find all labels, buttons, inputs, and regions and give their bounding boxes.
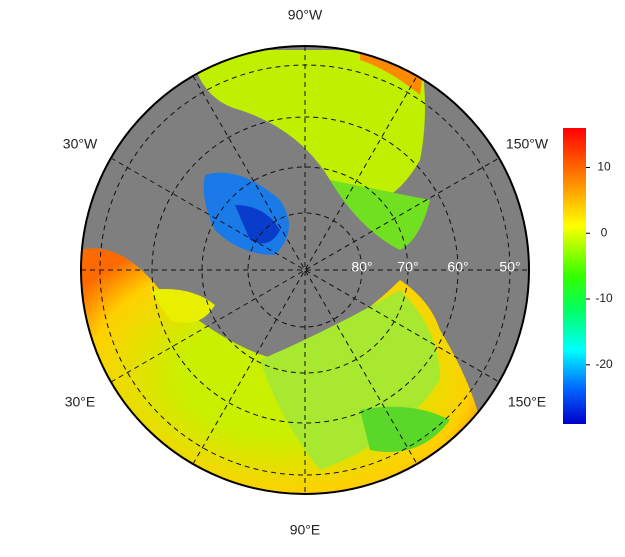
lon-label: 150°E (508, 394, 546, 410)
colorbar-tick-label: -20 (595, 357, 613, 371)
lat-label: 60° (447, 259, 468, 275)
meridian (192, 75, 418, 465)
map-border (80, 45, 530, 495)
lat-circle (151, 116, 459, 424)
scandinavia (150, 289, 215, 323)
meridian (192, 75, 418, 465)
colorbar-tick-label: -10 (595, 291, 613, 305)
lat-label: 70° (397, 259, 418, 275)
lon-label: 30°E (65, 394, 96, 410)
lon-label: 90°W (288, 7, 323, 23)
greenland-core (235, 205, 280, 244)
colorbar (563, 128, 586, 424)
colorbar-tick-label: 10 (597, 160, 611, 174)
north-america (190, 50, 425, 201)
colorbar-tick-label: 0 (601, 225, 608, 239)
graticule (80, 45, 530, 495)
lon-label: 90°E (290, 522, 321, 538)
lon-label: 150°W (506, 136, 549, 152)
east-siberia (360, 406, 450, 452)
lon-label: 30°W (63, 136, 98, 152)
meridian (110, 157, 500, 383)
chukotka (330, 180, 430, 250)
meridian (110, 157, 500, 383)
lat-label: 80° (351, 259, 372, 275)
lat-label: 50° (499, 259, 520, 275)
